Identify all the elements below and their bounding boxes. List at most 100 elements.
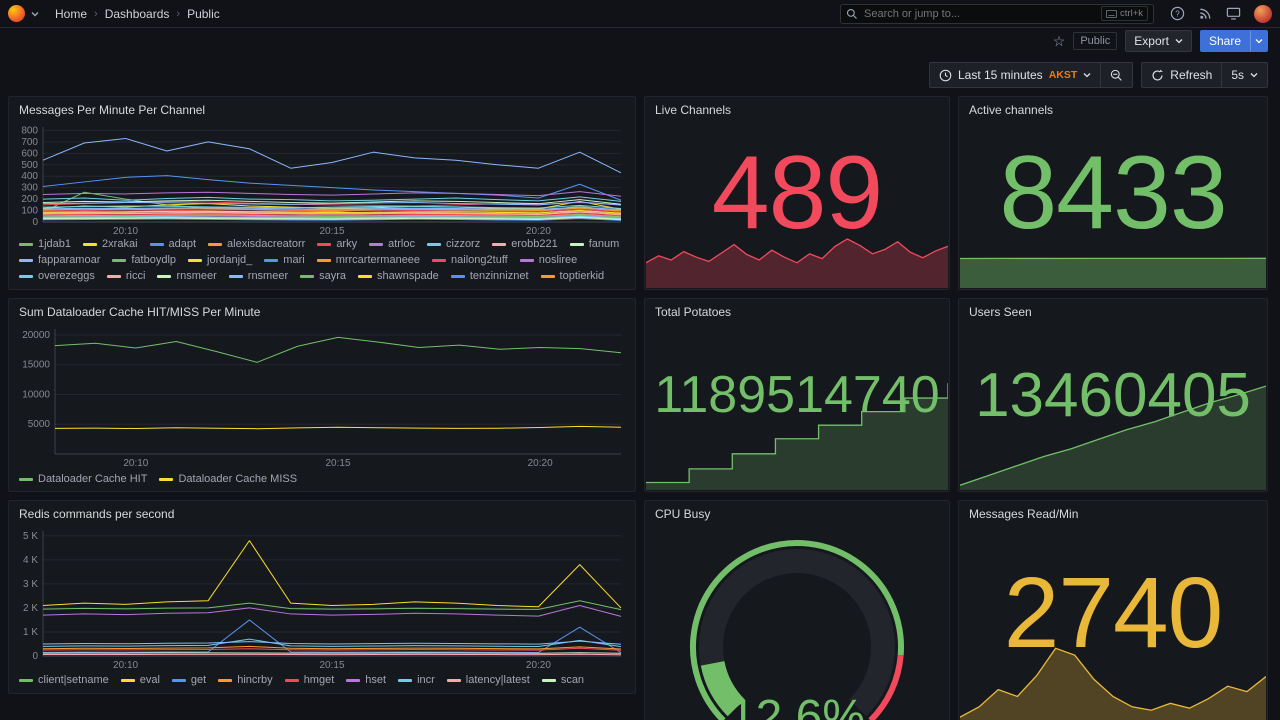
legend-series-name: latency|latest	[465, 674, 530, 686]
legend-item[interactable]: tenzinniznet	[450, 269, 529, 284]
panel-title[interactable]: Active channels	[969, 103, 1054, 117]
legend-item[interactable]: 1jdab1	[19, 237, 71, 252]
org-chevron-down-icon[interactable]	[31, 10, 39, 18]
legend-item[interactable]: fatboydlp	[112, 253, 176, 268]
legend-item[interactable]: hmget	[284, 673, 334, 688]
legend-item[interactable]: fapparamoar	[19, 253, 100, 268]
time-series-chart[interactable]: 0 100 200 300 400 500 600 700 800 20:10 20:15 20:20	[13, 123, 629, 237]
legend-series-color	[316, 259, 331, 262]
svg-text:20000: 20000	[22, 330, 50, 341]
grafana-logo[interactable]	[8, 5, 25, 22]
legend-item[interactable]: fanum	[569, 237, 619, 252]
legend-item[interactable]: adapt	[149, 237, 197, 252]
legend-item[interactable]: nosliree	[519, 253, 577, 268]
panel-title[interactable]: Total Potatoes	[655, 305, 732, 319]
legend-item[interactable]: latency|latest	[446, 673, 530, 688]
legend-series-color	[120, 679, 135, 682]
legend-series-name: incr	[417, 674, 435, 686]
legend-item[interactable]: Dataloader Cache HIT	[19, 472, 147, 487]
chevron-down-icon	[1175, 39, 1183, 44]
legend-series-name: adapt	[168, 238, 197, 250]
legend-item[interactable]: alexisdacreatorr	[208, 237, 305, 252]
legend-item[interactable]: mari	[264, 253, 305, 268]
legend-series-color	[112, 259, 127, 262]
legend-item[interactable]: toptierkid	[540, 269, 604, 284]
legend-series-color	[19, 478, 33, 481]
legend-series-color	[284, 679, 299, 682]
help-icon[interactable]: ?	[1170, 6, 1185, 21]
legend-item[interactable]: ricci	[106, 269, 145, 284]
refresh-icon	[1152, 69, 1164, 81]
panel-title[interactable]: Live Channels	[655, 103, 732, 117]
legend-item[interactable]: client|setname	[19, 673, 109, 688]
legend-item[interactable]: Dataloader Cache MISS	[159, 472, 297, 487]
panel-title[interactable]: Messages Per Minute Per Channel	[19, 103, 206, 117]
refresh-button[interactable]: Refresh	[1141, 62, 1223, 88]
breadcrumb-dashboards[interactable]: Dashboards	[104, 6, 170, 21]
clock-icon	[939, 69, 952, 81]
legend-series-color	[427, 243, 441, 246]
legend-item[interactable]: cizzorz	[427, 237, 480, 252]
legend-series-color	[157, 275, 172, 278]
legend-series-name: eval	[139, 674, 160, 686]
legend-item[interactable]: hincrby	[218, 673, 273, 688]
legend-item[interactable]: rnsmeer	[228, 269, 288, 284]
time-series-chart[interactable]: 0 1 K 2 K 3 K 4 K 5 K 20:10 20:15 20:20	[13, 527, 629, 671]
legend-item[interactable]: erobb221	[492, 237, 558, 252]
panel-title[interactable]: Redis commands per second	[19, 507, 175, 521]
legend-item[interactable]: eval	[120, 673, 160, 688]
panel-title[interactable]: CPU Busy	[655, 507, 711, 521]
legend-series-color	[369, 243, 384, 246]
user-avatar[interactable]	[1254, 4, 1272, 23]
time-range-picker[interactable]: Last 15 minutes AKST	[928, 62, 1102, 88]
legend-item[interactable]: rnsmeer	[157, 269, 217, 284]
panel-title[interactable]: Sum Dataloader Cache HIT/MISS Per Minute	[19, 305, 261, 319]
panel-title[interactable]: Messages Read/Min	[969, 507, 1079, 521]
legend-item[interactable]: atrloc	[369, 237, 415, 252]
legend-series-color	[300, 275, 315, 278]
legend-series-color	[19, 275, 33, 278]
news-rss-icon[interactable]	[1198, 6, 1213, 21]
refresh-interval-button[interactable]: 5s	[1222, 62, 1268, 88]
legend-series-name: Dataloader Cache MISS	[178, 473, 298, 485]
legend-item[interactable]: shawnspade	[358, 269, 439, 284]
search-box[interactable]: ctrl+k	[840, 3, 1154, 24]
svg-text:0: 0	[32, 651, 38, 662]
panel-total-potatoes: Total Potatoes 1189514740	[644, 298, 950, 492]
svg-text:20:20: 20:20	[528, 458, 553, 469]
legend-item[interactable]: sayra	[300, 269, 346, 284]
breadcrumb-public[interactable]: Public	[187, 6, 220, 21]
legend-series-name: sayra	[319, 270, 347, 282]
legend-series-color	[208, 243, 223, 246]
legend-item[interactable]: scan	[541, 673, 584, 688]
legend-item[interactable]: mrrcartermaneee	[316, 253, 420, 268]
monitor-icon[interactable]	[1226, 6, 1241, 21]
legend-item[interactable]: 2xrakai	[83, 237, 138, 252]
legend-item[interactable]: hset	[346, 673, 386, 688]
legend-series-name: tenzinniznet	[469, 270, 529, 282]
legend-item[interactable]: overezeggs	[19, 269, 95, 284]
legend-series-name: erobb221	[511, 238, 558, 250]
legend-series-color	[83, 243, 98, 246]
panel-title[interactable]: Users Seen	[969, 305, 1032, 319]
legend-item[interactable]: get	[171, 673, 206, 688]
svg-text:1 K: 1 K	[23, 627, 38, 638]
svg-text:20:20: 20:20	[526, 660, 551, 671]
legend-item[interactable]: jordanjd_	[188, 253, 252, 268]
search-input[interactable]	[864, 7, 1096, 20]
panel-active-channels: Active channels 8433	[958, 96, 1268, 290]
time-series-chart[interactable]: 5000 10000 15000 20000 20:10 20:15 20:20	[13, 325, 629, 469]
stat-value: 1189514740	[654, 366, 940, 424]
panel-messages-read: Messages Read/Min 2740	[958, 500, 1268, 720]
legend-item[interactable]: incr	[398, 673, 435, 688]
zoom-out-time-button[interactable]	[1101, 62, 1134, 88]
share-menu-button[interactable]	[1250, 30, 1268, 52]
legend-series-color	[540, 275, 555, 278]
legend-item[interactable]: nailong2tuff	[432, 253, 508, 268]
legend-item[interactable]: arky	[317, 237, 357, 252]
breadcrumb-home[interactable]: Home	[55, 6, 88, 21]
star-dashboard-button[interactable]: ☆	[1052, 33, 1066, 49]
export-button[interactable]: Export	[1125, 30, 1192, 52]
share-button[interactable]: Share	[1199, 30, 1250, 52]
legend-series-color	[398, 679, 413, 682]
